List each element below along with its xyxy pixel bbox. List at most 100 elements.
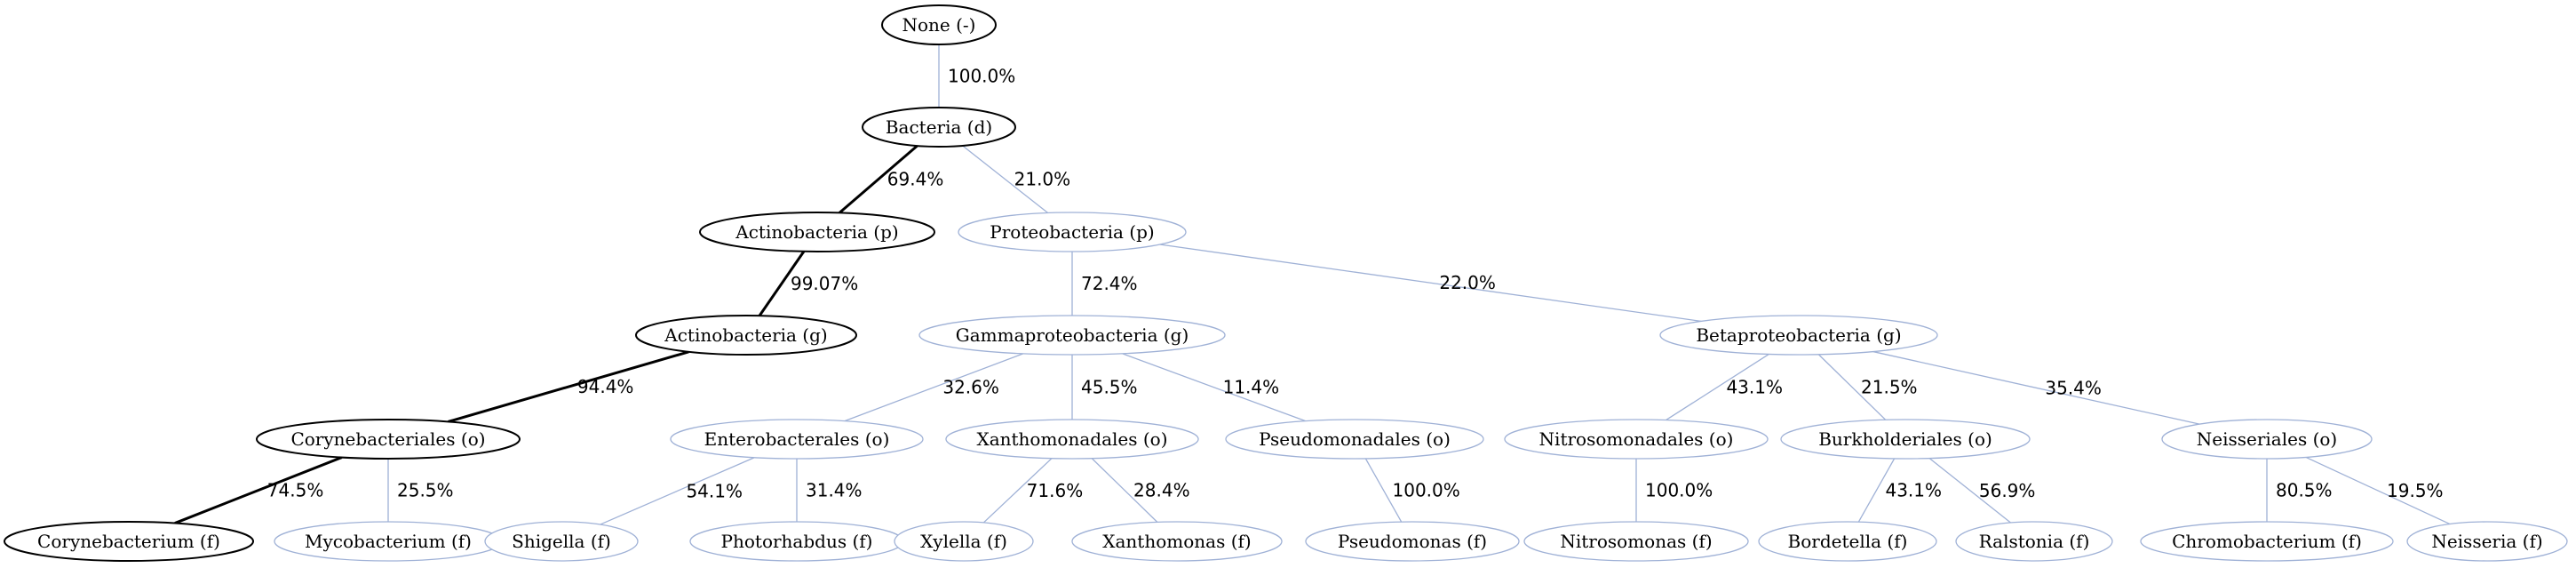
- node-photorhabdus: Photorhabdus (f): [689, 521, 904, 562]
- edge-label-corynebacteriales: 94.4%: [577, 376, 634, 397]
- edge-label-proteobacteria: 21.0%: [1014, 169, 1071, 190]
- node-neisseria: Neisseria (f): [2406, 521, 2568, 562]
- node-actinobacteria-g: Actinobacteria (g): [635, 315, 857, 356]
- edge-corynebacteriales-to-corynebacterium: [174, 456, 343, 524]
- node-nitrosomonas: Nitrosomonas (f): [1523, 521, 1749, 562]
- node-label-bacteria: Bacteria (d): [886, 116, 992, 138]
- node-pseudomonadales: Pseudomonadales (o): [1225, 419, 1484, 460]
- node-chromobacterium: Chromobacterium (f): [2140, 521, 2394, 562]
- node-label-pseudomonas: Pseudomonas (f): [1338, 531, 1487, 552]
- node-nitrosomonadales: Nitrosomonadales (o): [1504, 419, 1769, 460]
- edge-bacteria-to-proteobacteria: [962, 145, 1049, 214]
- node-label-neisseriales: Neisseriales (o): [2197, 428, 2337, 450]
- edge-bacteria-to-actinobacteria-p: [839, 144, 918, 214]
- node-label-mycobacterium: Mycobacterium (f): [305, 531, 472, 552]
- edge-label-photorhabdus: 31.4%: [806, 480, 863, 501]
- edge-label-shigella: 54.1%: [686, 480, 743, 501]
- node-label-corynebacterium: Corynebacterium (f): [37, 531, 220, 552]
- node-pseudomonas: Pseudomonas (f): [1305, 521, 1520, 562]
- edge-label-neisseriales: 35.4%: [2045, 377, 2102, 398]
- node-label-none: None (-): [902, 14, 976, 36]
- edge-proteobacteria-to-betaproteobacteria: [1159, 244, 1702, 323]
- node-enterobacterales: Enterobacterales (o): [670, 419, 924, 460]
- edge-burkholderiales-to-ralstonia: [1928, 458, 2011, 524]
- node-label-shigella: Shigella (f): [512, 531, 611, 552]
- edge-label-pseudomonas: 100.0%: [1393, 480, 1460, 501]
- edge-label-xylella: 71.6%: [1027, 480, 1084, 501]
- edge-gammaproteobacteria-to-pseudomonadales: [1122, 353, 1306, 422]
- edge-label-bordetella: 43.1%: [1885, 480, 1942, 501]
- node-ellipse-bacteria: [862, 107, 1016, 148]
- edge-label-burkholderiales: 21.5%: [1861, 377, 1918, 398]
- node-ellipse-neisseriales: [2161, 419, 2373, 460]
- edge-label-gammaproteobacteria: 72.4%: [1081, 273, 1138, 294]
- node-label-xylella: Xylella (f): [920, 531, 1007, 552]
- node-ellipse-xanthomonadales: [945, 419, 1199, 460]
- node-actinobacteria-p: Actinobacteria (p): [699, 212, 935, 252]
- node-ellipse-pseudomonadales: [1225, 419, 1484, 460]
- edge-xanthomonadales-to-xanthomonas: [1091, 458, 1158, 523]
- node-corynebacterium: Corynebacterium (f): [4, 521, 254, 562]
- node-ellipse-pseudomonas: [1305, 521, 1520, 562]
- node-ellipse-neisseria: [2406, 521, 2568, 562]
- node-ellipse-corynebacteriales: [256, 419, 521, 460]
- edge-label-xanthomonadales: 45.5%: [1081, 377, 1138, 398]
- node-shigella: Shigella (f): [484, 521, 639, 562]
- edge-label-betaproteobacteria: 22.0%: [1439, 272, 1496, 293]
- node-label-betaproteobacteria: Betaproteobacteria (g): [1696, 324, 1901, 346]
- node-bordetella: Bordetella (f): [1758, 521, 1937, 562]
- edge-betaproteobacteria-to-neisseriales: [1872, 350, 2200, 425]
- node-ellipse-xylella: [894, 521, 1034, 562]
- node-ellipse-none: [881, 4, 997, 45]
- edge-label-corynebacterium: 74.5%: [267, 480, 324, 501]
- edge-label-neisseria: 19.5%: [2387, 480, 2444, 501]
- node-label-photorhabdus: Photorhabdus (f): [721, 531, 873, 552]
- node-ellipse-burkholderiales: [1780, 419, 2031, 460]
- edge-label-ralstonia: 56.9%: [1979, 480, 2036, 501]
- nodes-layer: None (-) Bacteria (d) Actinobacteria (p) Pr…: [4, 4, 2568, 562]
- edge-label-bacteria: 100.0%: [948, 66, 1015, 87]
- node-ellipse-ralstonia: [1955, 521, 2113, 562]
- node-ellipse-nitrosomonas: [1523, 521, 1749, 562]
- node-xanthomonadales: Xanthomonadales (o): [945, 419, 1199, 460]
- node-label-corynebacteriales: Corynebacteriales (o): [290, 428, 485, 450]
- node-mycobacterium: Mycobacterium (f): [274, 521, 503, 562]
- node-xylella: Xylella (f): [894, 521, 1034, 562]
- edge-xanthomonadales-to-xylella: [982, 458, 1053, 524]
- node-label-chromobacterium: Chromobacterium (f): [2172, 531, 2362, 552]
- node-proteobacteria: Proteobacteria (p): [958, 212, 1187, 252]
- node-neisseriales: Neisseriales (o): [2161, 419, 2373, 460]
- node-label-neisseria: Neisseria (f): [2431, 531, 2542, 552]
- node-burkholderiales: Burkholderiales (o): [1780, 419, 2031, 460]
- edge-actinobacteria-g-to-corynebacteriales: [448, 350, 689, 423]
- edge-betaproteobacteria-to-burkholderiales: [1817, 354, 1887, 420]
- node-ellipse-chromobacterium: [2140, 521, 2394, 562]
- node-ellipse-bordetella: [1758, 521, 1937, 562]
- node-ellipse-nitrosomonadales: [1504, 419, 1769, 460]
- node-ralstonia: Ralstonia (f): [1955, 521, 2113, 562]
- node-ellipse-proteobacteria: [958, 212, 1187, 252]
- edge-pseudomonadales-to-pseudomonas: [1364, 458, 1403, 523]
- node-ellipse-gammaproteobacteria: [918, 315, 1226, 356]
- node-label-gammaproteobacteria: Gammaproteobacteria (g): [956, 324, 1189, 346]
- node-label-actinobacteria-g: Actinobacteria (g): [664, 324, 827, 346]
- node-ellipse-shigella: [484, 521, 639, 562]
- node-corynebacteriales: Corynebacteriales (o): [256, 419, 521, 460]
- edge-betaproteobacteria-to-nitrosomonadales: [1666, 353, 1769, 421]
- node-xanthomonas: Xanthomonas (f): [1071, 521, 1283, 562]
- edge-label-nitrosomonadales: 43.1%: [1726, 377, 1783, 398]
- node-label-ralstonia: Ralstonia (f): [1979, 531, 2090, 552]
- edge-label-pseudomonadales: 11.4%: [1223, 377, 1280, 398]
- node-label-enterobacterales: Enterobacterales (o): [704, 428, 890, 450]
- node-label-nitrosomonas: Nitrosomonas (f): [1560, 531, 1712, 552]
- edge-gammaproteobacteria-to-enterobacterales: [844, 353, 1024, 422]
- edge-label-chromobacterium: 80.5%: [2276, 480, 2333, 501]
- node-label-xanthomonas: Xanthomonas (f): [1102, 531, 1251, 552]
- node-label-nitrosomonadales: Nitrosomonadales (o): [1539, 428, 1734, 450]
- edge-neisseriales-to-neisseria: [2305, 456, 2451, 525]
- edge-label-actinobacteria-p: 69.4%: [887, 169, 944, 190]
- node-label-pseudomonadales: Pseudomonadales (o): [1259, 428, 1451, 450]
- edge-burkholderiales-to-bordetella: [1857, 458, 1896, 523]
- node-label-xanthomonadales: Xanthomonadales (o): [976, 428, 1167, 450]
